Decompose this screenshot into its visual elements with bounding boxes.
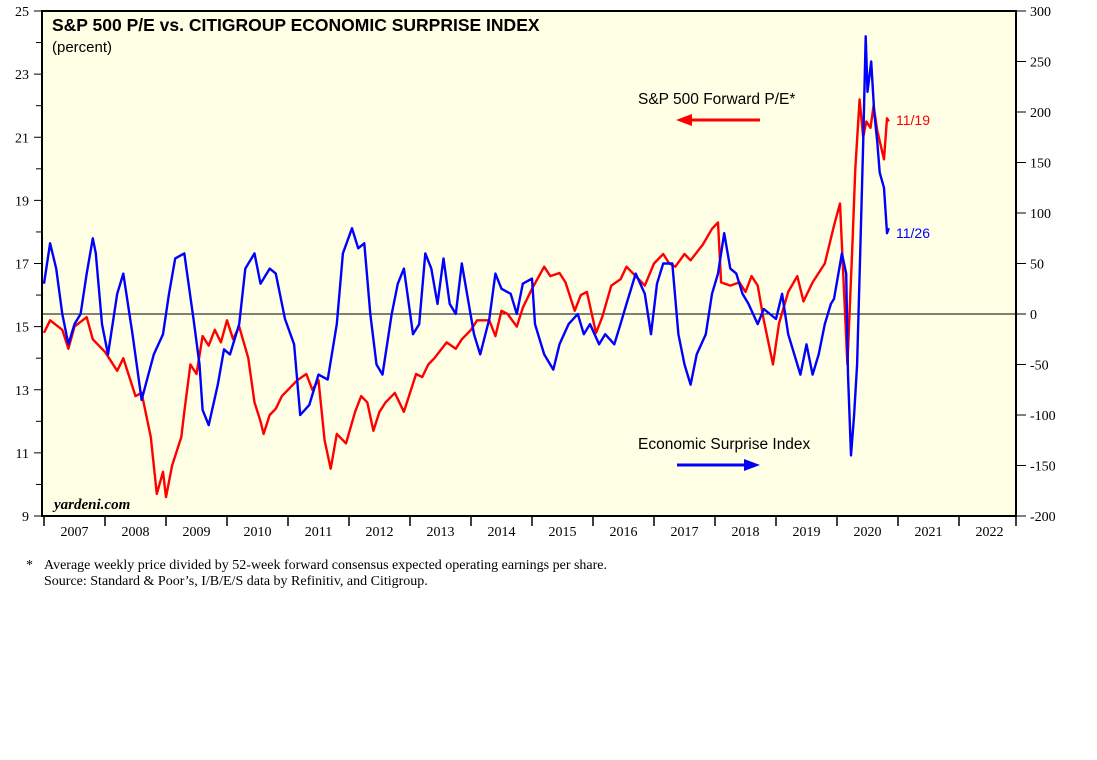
arrow-right-icon: [677, 459, 760, 471]
left-tick-label: 13: [15, 384, 29, 399]
left-tick-label: 25: [15, 5, 29, 20]
chart-title: S&P 500 P/E vs. CITIGROUP ECONOMIC SURPR…: [52, 15, 540, 35]
chart-subtitle: (percent): [52, 39, 112, 56]
x-tick-label: 2012: [366, 525, 394, 540]
x-tick-label: 2021: [915, 525, 943, 540]
left-tick-label: 15: [15, 321, 29, 336]
end-label-cesi: 11/26: [896, 225, 930, 241]
x-axis: 2007 2008 2009 2010 2011 2012 2013 2014 2015 2016…: [43, 516, 1017, 540]
annotation-pe: S&P 500 Forward P/E*: [638, 91, 795, 108]
right-tick-label: 50: [1030, 258, 1044, 273]
footnote: * Average weekly price divided by 52-wee…: [26, 558, 607, 590]
left-tick-label: 11: [16, 447, 29, 462]
right-tick-label: -150: [1030, 460, 1056, 475]
left-tick-label: 21: [15, 131, 29, 146]
right-tick-label: 100: [1030, 207, 1051, 222]
right-tick-label: 200: [1030, 106, 1051, 121]
x-tick-label: 2018: [732, 525, 760, 540]
chart: 9 11 13 15 17 19 21 23 25 -200 -150 -100 -50 0 50 100 1…: [15, 5, 1056, 540]
x-tick-label: 2009: [183, 525, 211, 540]
x-tick-label: 2014: [488, 525, 516, 540]
pe-line: [42, 98, 890, 499]
right-axis: -200 -150 -100 -50 0 50 100 150 200 250 300: [1016, 5, 1056, 525]
x-tick-label: 2011: [305, 525, 332, 540]
right-tick-label: 250: [1030, 56, 1051, 71]
left-tick-label: 17: [15, 258, 29, 273]
left-tick-label: 23: [15, 68, 29, 83]
left-tick-label: 9: [22, 510, 29, 525]
end-label-pe: 11/19: [896, 112, 930, 128]
x-tick-label: 2015: [549, 525, 577, 540]
x-tick-label: 2013: [427, 525, 455, 540]
footnote-marker: *: [26, 558, 33, 573]
x-tick-label: 2016: [610, 525, 638, 540]
left-axis: 9 11 13 15 17 19 21 23 25: [15, 5, 42, 525]
surprise-index-line: [42, 35, 890, 457]
arrow-left-icon: [676, 114, 760, 126]
x-tick-label: 2008: [122, 525, 150, 540]
x-tick-label: 2019: [793, 525, 821, 540]
right-tick-label: 0: [1030, 308, 1037, 323]
footnote-line-1: Average weekly price divided by 52-week …: [44, 558, 608, 573]
left-tick-label: 19: [15, 194, 29, 209]
x-tick-label: 2017: [671, 525, 699, 540]
right-tick-label: -50: [1030, 359, 1049, 374]
x-tick-label: 2022: [976, 525, 1004, 540]
watermark: yardeni.com: [52, 497, 130, 513]
x-tick-label: 2020: [854, 525, 882, 540]
footnote-source: Source: Standard & Poor’s, I/B/E/S data …: [44, 574, 428, 589]
annotation-cesi: Economic Surprise Index: [638, 436, 811, 453]
x-tick-label: 2007: [61, 525, 89, 540]
right-tick-label: -200: [1030, 510, 1056, 525]
plot-area: [41, 10, 1017, 517]
right-tick-label: -100: [1030, 409, 1056, 424]
right-tick-label: 150: [1030, 157, 1051, 172]
x-tick-label: 2010: [244, 525, 272, 540]
right-tick-label: 300: [1030, 5, 1051, 20]
